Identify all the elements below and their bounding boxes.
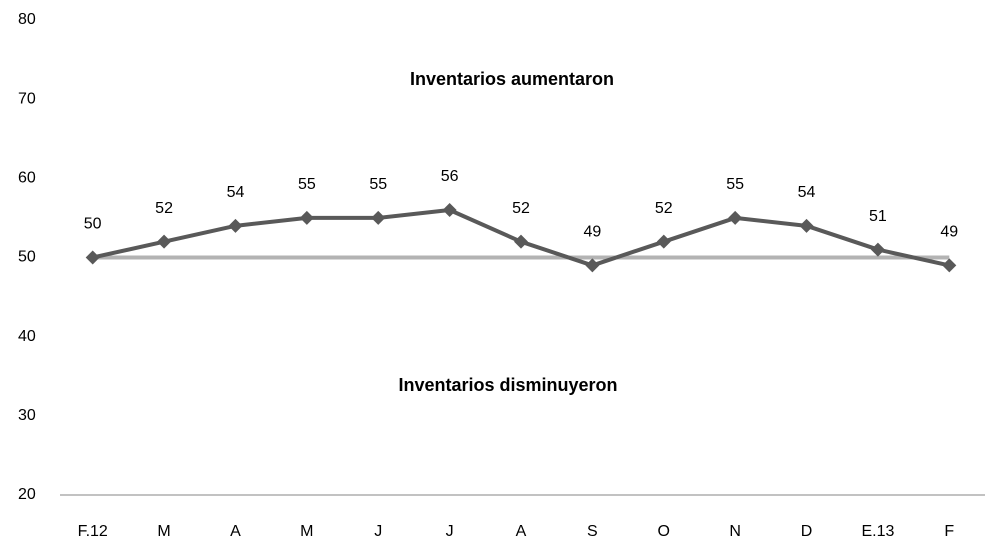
x-tick-label: M <box>300 523 313 540</box>
y-tick-label: 60 <box>18 170 36 187</box>
data-label: 49 <box>583 224 601 241</box>
x-tick-label: F.12 <box>78 523 108 540</box>
annotation: Inventarios aumentaron <box>410 69 614 89</box>
data-label: 54 <box>227 184 245 201</box>
x-tick-label: E.13 <box>861 523 894 540</box>
point-marker <box>228 218 243 233</box>
annotation: Inventarios disminuyeron <box>398 375 617 395</box>
data-label: 55 <box>726 176 744 193</box>
x-tick-label: O <box>658 523 670 540</box>
y-tick-label: 30 <box>18 407 36 424</box>
x-tick-label: A <box>516 523 527 540</box>
x-tick-label: J <box>446 523 454 540</box>
point-marker <box>514 234 528 249</box>
point-marker <box>728 210 743 225</box>
point-marker <box>157 234 172 249</box>
data-label: 52 <box>512 200 530 217</box>
point-marker <box>585 258 600 273</box>
data-label: 51 <box>869 208 887 225</box>
y-tick-label: 50 <box>18 249 36 266</box>
point-marker <box>442 203 457 217</box>
data-label: 54 <box>798 184 816 201</box>
point-marker <box>85 250 100 265</box>
x-tick-label: A <box>230 523 241 540</box>
x-tick-label: M <box>157 523 170 540</box>
point-marker <box>870 242 885 257</box>
point-marker <box>371 210 386 225</box>
data-label: 49 <box>940 224 958 241</box>
x-tick-label: S <box>587 523 598 540</box>
point-marker <box>299 210 314 225</box>
y-tick-label: 80 <box>18 11 36 28</box>
point-marker <box>799 218 814 233</box>
data-label: 52 <box>655 200 673 217</box>
x-tick-label: N <box>729 523 741 540</box>
x-tick-label: F <box>944 523 954 540</box>
data-label: 52 <box>155 200 173 217</box>
y-tick-label: 70 <box>18 90 36 107</box>
data-label: 56 <box>441 168 459 185</box>
x-tick-label: D <box>801 523 813 540</box>
point-marker <box>656 234 671 249</box>
x-tick-label: J <box>374 523 382 540</box>
y-tick-label: 20 <box>18 486 36 503</box>
data-label: 55 <box>298 176 316 193</box>
data-label: 50 <box>84 216 102 233</box>
point-marker <box>942 258 957 273</box>
y-tick-label: 40 <box>18 328 36 345</box>
data-label: 55 <box>369 176 387 193</box>
